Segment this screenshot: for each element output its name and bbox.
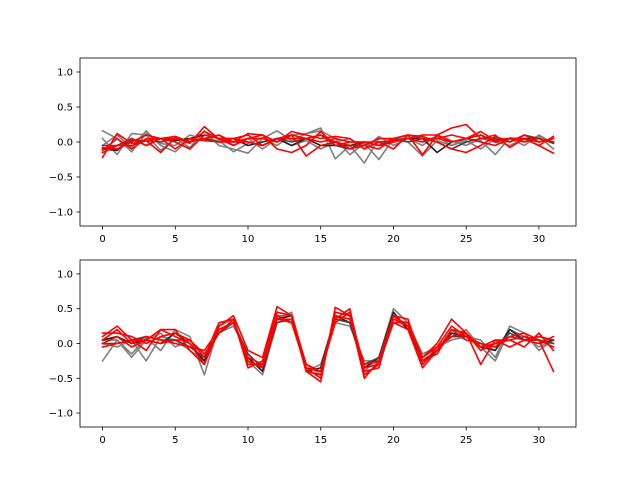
y-tick-label: −1.0: [49, 409, 73, 420]
series-group: [101, 305, 555, 383]
y-tick-label: 0.5: [57, 304, 73, 315]
x-tick-label: 10: [242, 234, 255, 245]
x-tick-label: 0: [99, 234, 105, 245]
series-line-9: [101, 134, 555, 150]
y-tick-label: −0.5: [49, 374, 73, 385]
x-tick-label: 30: [533, 435, 546, 446]
y-tick-label: 0.0: [57, 339, 73, 350]
x-tick-label: 15: [314, 234, 327, 245]
y-tick-label: 0.0: [57, 138, 73, 149]
x-tick-label: 25: [460, 234, 473, 245]
subplot-top: 0 5 10 15 20 25 30 −1.0 −0.5 0.0 0.5 1.0: [49, 57, 577, 245]
x-tick-label: 15: [314, 435, 327, 446]
x-tick-label: 0: [99, 435, 105, 446]
x-tick-label: 25: [460, 435, 473, 446]
y-tick-label: −1.0: [49, 208, 73, 219]
x-tick-label: 20: [387, 435, 400, 446]
series-line-7: [101, 134, 555, 157]
y-tick-label: 1.0: [57, 269, 73, 280]
x-tick-label: 30: [533, 234, 546, 245]
x-tick-label: 5: [172, 435, 178, 446]
y-tick-label: −0.5: [49, 173, 73, 184]
x-tick-label: 5: [172, 234, 178, 245]
series-group: [101, 123, 555, 164]
series-line-8: [101, 311, 555, 373]
series-line-9: [101, 314, 555, 373]
x-tick-label: 20: [387, 234, 400, 245]
series-line-8: [101, 134, 555, 156]
y-tick-label: 0.5: [57, 103, 73, 114]
subplot-bottom: 0 5 10 15 20 25 30 −1.0 −0.5 0.0 0.5 1.0: [49, 259, 577, 446]
x-tick-label: 10: [242, 435, 255, 446]
y-tick-label: 1.0: [57, 68, 73, 79]
